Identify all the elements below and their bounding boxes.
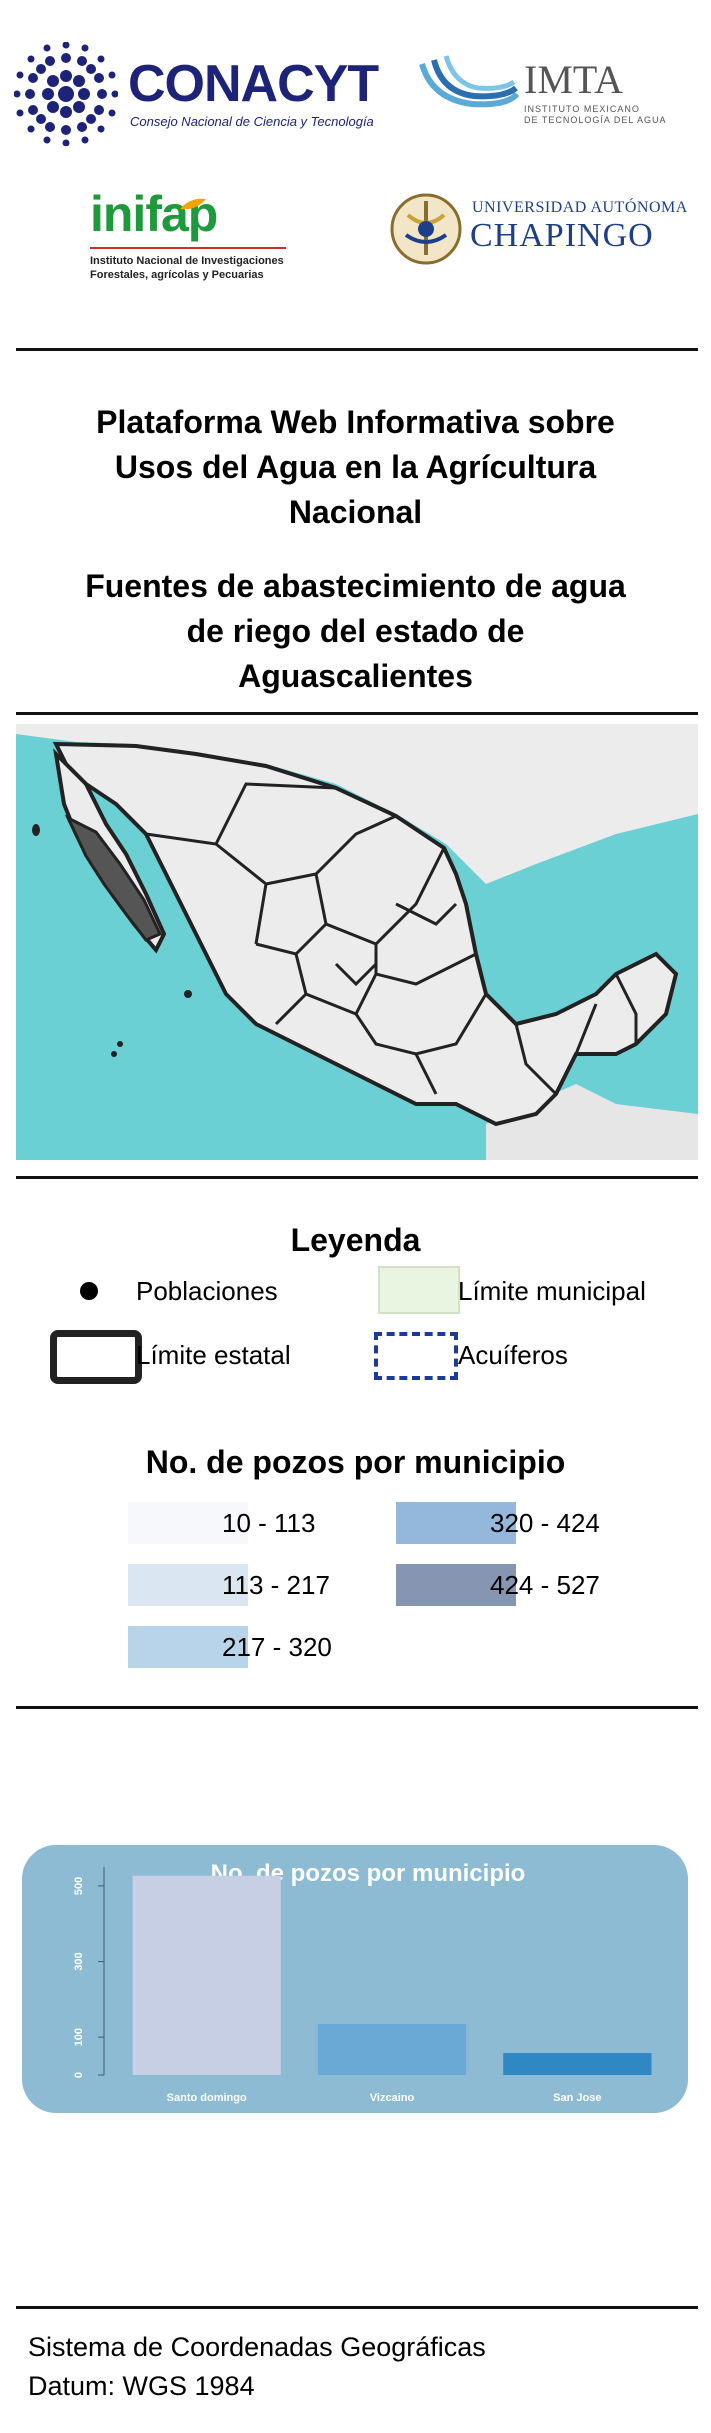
page-title-line1: Fuentes de abastecimiento de agua	[85, 568, 626, 604]
usa-land	[16, 724, 698, 884]
class-swatch-5	[396, 1564, 516, 1606]
mexico-map[interactable]	[16, 724, 698, 1160]
poblaciones-label: Poblaciones	[136, 1276, 278, 1306]
y-tick-label: 100	[73, 2028, 85, 2046]
x-tick-label: San Jose	[553, 2092, 601, 2104]
wells-legend-title: No. de pozos por municipio	[145, 1444, 566, 1480]
conacyt-subtitle: Consejo Nacional de Ciencia y Tecnología	[130, 114, 374, 129]
legend-title: Leyenda	[290, 1222, 421, 1258]
inifap-subtitle-2: Forestales, agrícolas y Pecuarias	[90, 269, 264, 281]
y-tick-label: 300	[73, 1952, 85, 1970]
x-tick-label: Vizcaino	[370, 2092, 415, 2104]
island	[184, 990, 192, 998]
x-tick-label: Santo domingo	[167, 2092, 247, 2104]
page-title-line3: Aguascalientes	[238, 658, 473, 694]
class-swatch-2	[128, 1564, 248, 1606]
platform-title-line3: Nacional	[288, 494, 423, 530]
limite-estatal-label: Límite estatal	[136, 1340, 291, 1370]
imta-wave-icon	[419, 55, 520, 108]
divider-2	[16, 712, 698, 715]
imta-name: IMTA	[524, 57, 624, 102]
imta-logo: IMTA INSTITUTO MEXICANO DE TECNOLOGÍA DE…	[412, 54, 682, 134]
bar-santo-domingo	[132, 1875, 281, 2075]
acuiferos-label: Acuíferos	[458, 1340, 568, 1370]
inifap-underline	[90, 247, 286, 249]
limite-municipal-label: Límite municipal	[458, 1276, 646, 1306]
aquifer-highlight	[64, 814, 163, 942]
y-tick-label: 0	[73, 2072, 85, 2078]
inifap-subtitle-1: Instituto Nacional de Investigaciones	[90, 255, 284, 267]
chapingo-crest-icon	[390, 193, 462, 265]
divider-4	[16, 1706, 698, 1709]
inifap-name: inifap	[90, 186, 218, 242]
class-label-1: 10 - 113	[222, 1508, 316, 1538]
inifap-leaf-icon	[180, 198, 206, 210]
limite-estatal-symbol	[50, 1330, 142, 1384]
bar-san-jose	[503, 2053, 652, 2075]
class-label-3: 217 - 320	[222, 1632, 332, 1662]
page-title-line2: de riego del estado de	[186, 613, 525, 649]
divider-1	[16, 348, 698, 351]
conacyt-emblem-icon	[14, 42, 118, 146]
conacyt-name: CONACYT	[128, 55, 379, 113]
imta-subtitle-1: INSTITUTO MEXICANO	[524, 104, 640, 114]
datum: Datum: WGS 1984	[28, 2371, 255, 2401]
island	[117, 1041, 123, 1047]
class-swatch-1	[128, 1502, 248, 1544]
conacyt-logo: CONACYT Consejo Nacional de Ciencia y Te…	[14, 40, 379, 150]
divider-3	[16, 1176, 698, 1179]
chapingo-logo: UNIVERSIDAD AUTÓNOMA CHAPINGO	[388, 191, 688, 271]
state-borders	[145, 782, 638, 1096]
imta-subtitle-2: DE TECNOLOGÍA DEL AGUA	[524, 115, 667, 125]
island	[32, 824, 40, 836]
acuiferos-symbol	[374, 1332, 458, 1380]
bar-vizcaino	[317, 2023, 467, 2075]
inifap-logo: inifap Instituto Nacional de Investigaci…	[86, 185, 306, 285]
limite-municipal-symbol	[378, 1266, 460, 1314]
class-label-2: 113 - 217	[222, 1570, 330, 1600]
platform-title-line2: Usos del Agua en la Agrícultura	[114, 449, 597, 485]
poblaciones-symbol	[80, 1282, 98, 1300]
class-swatch-3	[128, 1626, 248, 1668]
class-label-4: 320 - 424	[490, 1508, 600, 1538]
island	[111, 1051, 117, 1057]
class-swatch-4	[396, 1502, 516, 1544]
y-tick-label: 500	[73, 1877, 85, 1895]
platform-title-line1: Plataforma Web Informativa sobre	[96, 404, 615, 440]
chapingo-line2: CHAPINGO	[470, 217, 654, 254]
wells-chart-panel: No. de pozos por municipio 0 100 300 500 Sa…	[22, 1845, 688, 2113]
chapingo-line1: UNIVERSIDAD AUTÓNOMA	[472, 199, 688, 216]
mexico-mainland	[52, 741, 679, 1127]
class-label-5: 424 - 527	[490, 1570, 600, 1600]
map-view[interactable]	[16, 724, 698, 1160]
coordinate-system: Sistema de Coordenadas Geográficas	[28, 2332, 486, 2362]
divider-5	[16, 2306, 698, 2309]
